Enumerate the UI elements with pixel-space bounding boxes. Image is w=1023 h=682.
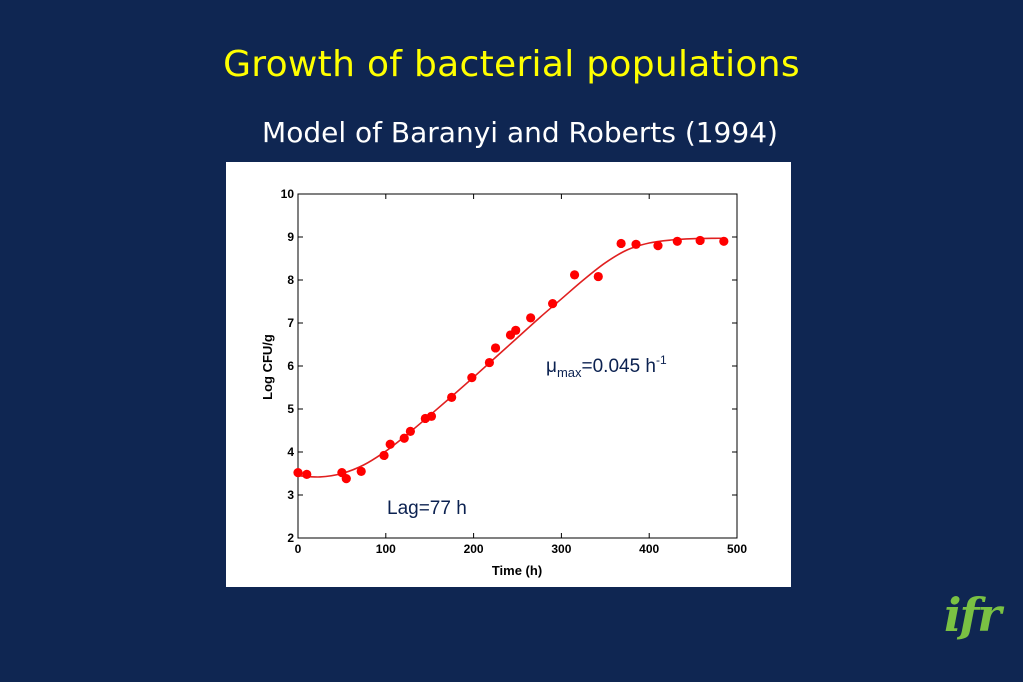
data-point — [490, 343, 501, 353]
y-tick-label: 8 — [287, 273, 294, 287]
data-point — [616, 238, 626, 249]
data-point — [379, 450, 389, 461]
data-point — [695, 235, 705, 246]
y-tick-label: 7 — [287, 316, 294, 330]
y-tick-label: 3 — [287, 488, 294, 502]
y-tick-label: 4 — [287, 445, 294, 459]
slide-title: Growth of bacterial populations — [223, 44, 800, 85]
x-axis-label: Time (h) — [492, 563, 542, 578]
y-tick-label: 10 — [281, 187, 295, 201]
data-point — [341, 474, 351, 484]
data-point — [719, 236, 729, 246]
data-point — [548, 299, 558, 309]
data-point — [672, 236, 682, 246]
mu-value: =0.045 h — [582, 356, 657, 377]
y-tick-label: 5 — [287, 402, 294, 416]
data-point — [447, 392, 457, 402]
lag-annotation: Lag=77 h — [387, 498, 467, 519]
data-point — [385, 439, 395, 449]
x-tick-label: 300 — [551, 542, 571, 556]
mu-superscript: -1 — [656, 353, 667, 367]
data-point — [405, 426, 415, 436]
tick-labels-group: 0 100 200 300 400 500 2 3 4 5 6 7 8 9 10 — [281, 187, 748, 556]
data-point — [631, 239, 641, 249]
x-tick-label: 400 — [639, 542, 659, 556]
data-point — [467, 373, 477, 383]
data-point — [399, 433, 409, 443]
data-point — [593, 271, 603, 282]
data-point — [526, 313, 536, 323]
x-tick-label: 0 — [295, 542, 302, 556]
chart-axes — [297, 193, 738, 539]
data-point — [653, 241, 663, 251]
mu-symbol: μ — [546, 356, 557, 377]
chart-panel: 0 100 200 300 400 500 2 3 4 5 6 7 8 9 10 Time (h) Log … — [226, 162, 791, 587]
y-tick-label: 2 — [287, 531, 294, 545]
y-axis-label: Log CFU/g — [260, 334, 275, 400]
x-tick-label: 200 — [464, 542, 484, 556]
data-points-group — [293, 235, 729, 484]
y-tick-label: 9 — [287, 230, 294, 244]
data-point — [426, 411, 437, 421]
data-point — [356, 466, 366, 476]
x-tick-label: 100 — [376, 542, 396, 556]
fit-curve — [297, 237, 724, 478]
slide-subtitle: Model of Baranyi and Roberts (1994) — [262, 116, 778, 149]
data-point — [484, 357, 495, 368]
fit-curve-group — [297, 237, 724, 478]
data-point — [293, 468, 303, 478]
ifr-logo: ifr — [944, 588, 1001, 642]
data-point — [511, 325, 521, 335]
plot-frame — [297, 193, 738, 539]
data-point — [569, 270, 580, 280]
mu-subscript: max — [557, 365, 582, 380]
y-tick-label: 6 — [287, 359, 294, 373]
mu-max-annotation: μmax=0.045 h-1 — [546, 353, 667, 380]
x-tick-label: 500 — [727, 542, 747, 556]
data-point — [302, 469, 312, 479]
growth-chart: 0 100 200 300 400 500 2 3 4 5 6 7 8 9 10 Time (h) Log … — [260, 187, 748, 578]
